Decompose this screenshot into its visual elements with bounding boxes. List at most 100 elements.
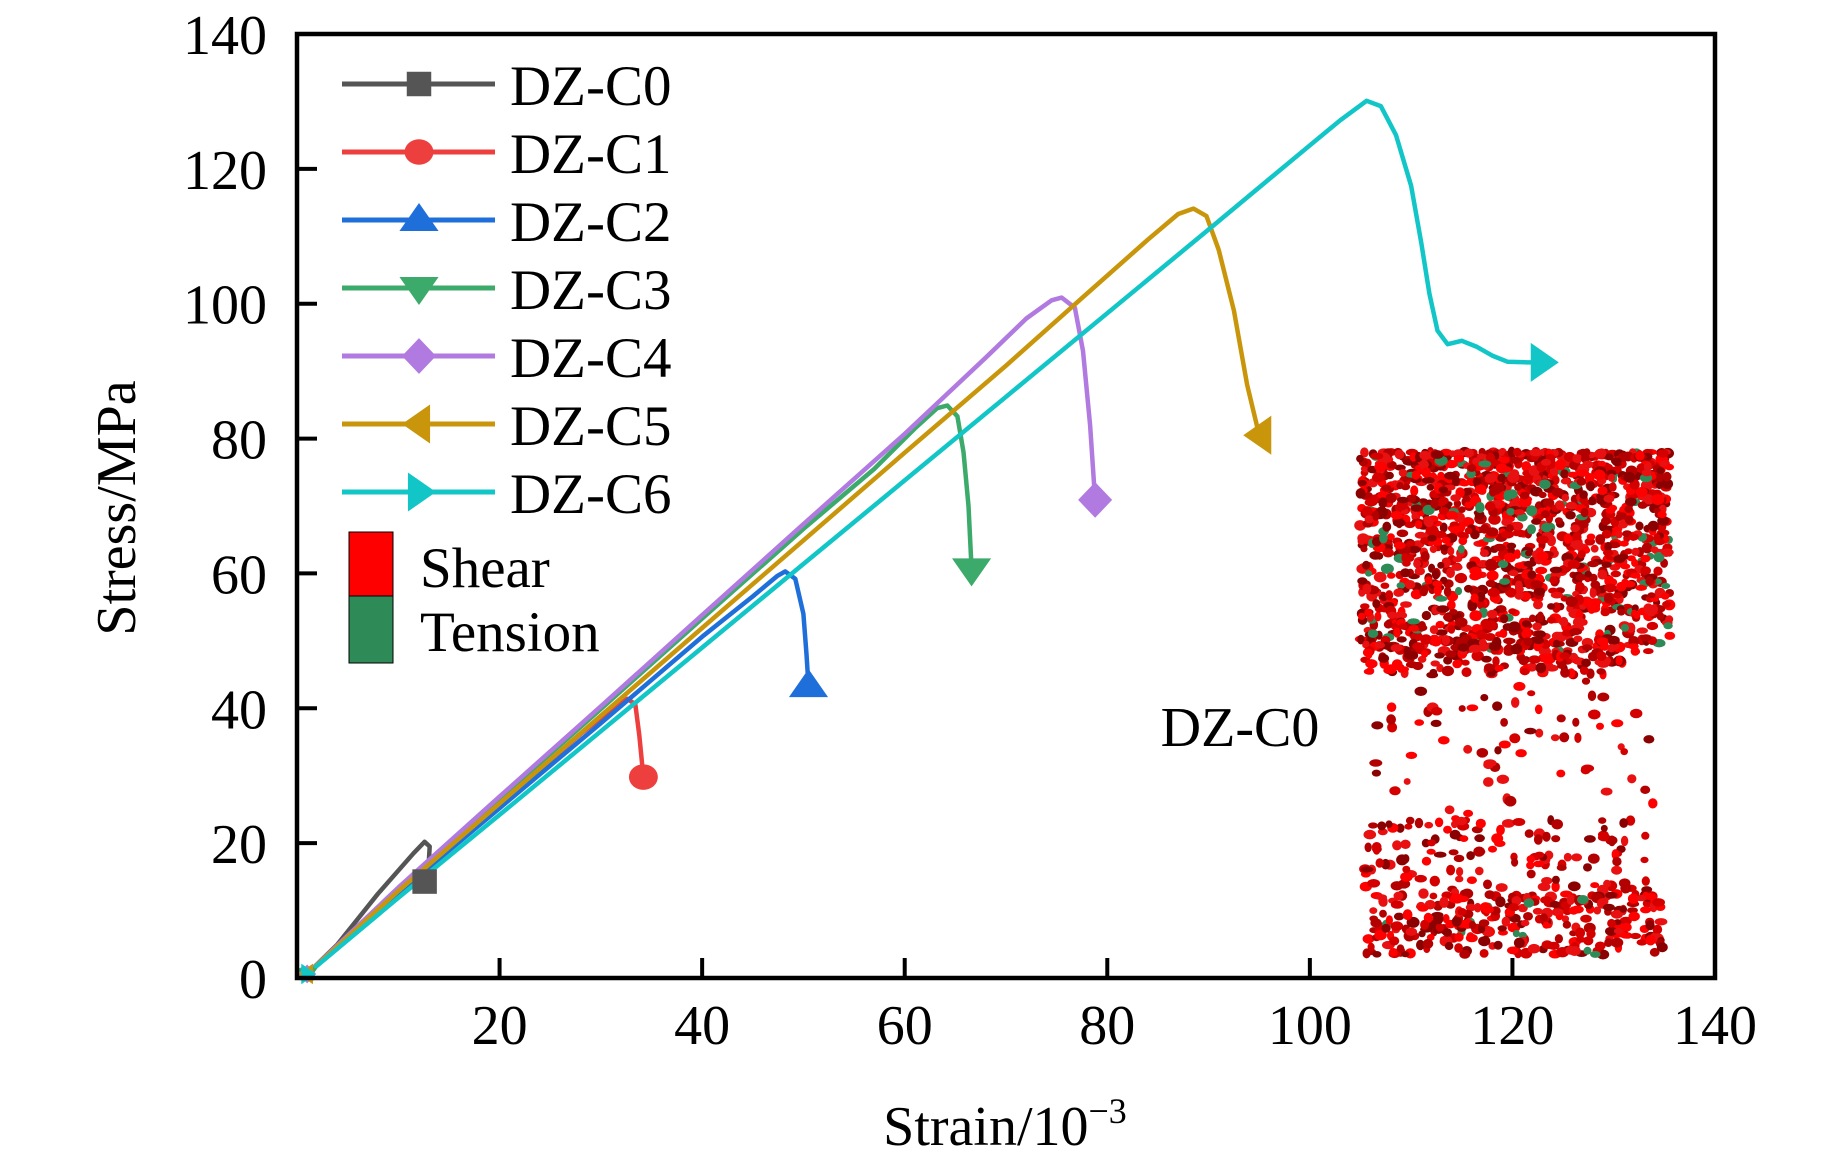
shear-crack	[1443, 825, 1452, 834]
shear-crack	[1645, 934, 1656, 946]
tension-crack	[1661, 582, 1671, 590]
shear-crack	[1565, 945, 1576, 955]
shear-crack	[1525, 550, 1533, 557]
shear-crack	[1430, 660, 1440, 667]
shear-crack	[1369, 907, 1378, 914]
shear-crack	[1400, 568, 1411, 578]
shear-crack	[1475, 818, 1486, 829]
shear-crack	[1644, 496, 1654, 505]
shear-crack	[1374, 929, 1387, 941]
shear-crack	[1559, 616, 1569, 627]
shear-crack	[1541, 510, 1550, 519]
shear-crack	[1587, 560, 1599, 568]
legend-marker-triangle-up	[399, 203, 439, 232]
shear-crack	[1596, 668, 1606, 675]
shear-crack	[1509, 733, 1521, 744]
shear-crack	[1479, 949, 1489, 958]
shear-crack	[1636, 627, 1649, 634]
shear-crack	[1533, 600, 1543, 610]
tension-crack	[1506, 489, 1518, 499]
shear-crack	[1620, 835, 1629, 847]
shear-crack	[1438, 736, 1450, 745]
shear-crack	[1355, 488, 1366, 499]
shear-crack	[1630, 932, 1641, 940]
shear-crack	[1435, 923, 1444, 932]
shear-crack	[1603, 879, 1611, 888]
inset-label: DZ-C0	[1161, 697, 1320, 759]
shear-crack	[1613, 555, 1626, 564]
shear-crack	[1362, 640, 1370, 648]
shear-crack	[1597, 833, 1611, 842]
shear-crack	[1414, 874, 1427, 883]
shear-crack	[1567, 471, 1579, 478]
shear-crack	[1405, 927, 1418, 936]
shear-crack	[1566, 894, 1575, 906]
shear-crack	[1410, 589, 1422, 600]
shear-crack	[1357, 577, 1368, 585]
shear-crack	[1618, 452, 1630, 462]
tension-crack	[1499, 578, 1511, 585]
tension-crack	[1475, 502, 1485, 513]
shear-crack	[1510, 643, 1523, 655]
shear-crack	[1579, 666, 1589, 675]
shear-crack	[1385, 915, 1393, 925]
shear-crack	[1452, 556, 1463, 563]
shear-crack	[1408, 625, 1421, 632]
shear-crack	[1472, 477, 1482, 486]
shear-crack	[1485, 558, 1497, 569]
shear-crack	[1515, 749, 1527, 758]
shear-crack	[1518, 496, 1532, 508]
shear-crack	[1381, 484, 1392, 492]
shear-crack	[1620, 882, 1632, 894]
shear-crack	[1461, 667, 1472, 678]
shear-crack	[1473, 846, 1485, 857]
shear-crack	[1657, 449, 1669, 458]
shear-crack	[1393, 541, 1406, 550]
shear-crack	[1367, 879, 1381, 888]
shear-crack	[1457, 643, 1470, 652]
shear-crack	[1531, 518, 1542, 525]
shear-crack	[1429, 625, 1439, 634]
shear-crack	[1503, 552, 1516, 563]
shear-crack	[1450, 494, 1461, 502]
shear-crack	[1454, 932, 1464, 942]
shear-crack	[1656, 612, 1665, 621]
shear-crack	[1657, 515, 1670, 526]
shear-crack	[1570, 524, 1581, 533]
shear-crack	[1533, 834, 1543, 845]
shear-crack	[1385, 820, 1393, 828]
shear-crack	[1584, 570, 1592, 578]
shear-crack	[1508, 570, 1519, 577]
series-marker-dz-c5	[1243, 415, 1272, 455]
series-markers	[296, 342, 1559, 985]
shear-crack	[1549, 576, 1558, 584]
shear-crack	[1464, 527, 1473, 535]
shear-crack	[1651, 494, 1665, 505]
shear-crack	[1549, 900, 1560, 908]
tension-crack	[1523, 898, 1535, 908]
shear-crack	[1507, 946, 1519, 955]
shear-crack	[1617, 608, 1626, 616]
shear-crack	[1481, 935, 1490, 945]
shear-crack	[1649, 947, 1660, 957]
shear-crack	[1362, 948, 1371, 959]
legend-marker-circle	[404, 139, 434, 165]
y-tick-label: 120	[183, 140, 267, 202]
shear-crack	[1459, 949, 1471, 959]
x-tick-label: 80	[1079, 995, 1135, 1057]
shear-crack	[1487, 587, 1500, 598]
shear-crack	[1446, 600, 1456, 611]
shear-crack	[1610, 570, 1622, 578]
shear-crack	[1653, 566, 1663, 576]
shear-crack	[1635, 584, 1647, 591]
shear-crack	[1361, 506, 1373, 517]
shear-crack	[1387, 572, 1396, 579]
shear-crack	[1534, 704, 1543, 715]
legend-label: DZ-C3	[510, 259, 671, 322]
shear-crack	[1393, 588, 1405, 597]
shear-crack	[1521, 629, 1532, 639]
shear-crack	[1420, 551, 1430, 562]
shear-crack	[1604, 541, 1612, 552]
shear-crack	[1533, 587, 1546, 596]
